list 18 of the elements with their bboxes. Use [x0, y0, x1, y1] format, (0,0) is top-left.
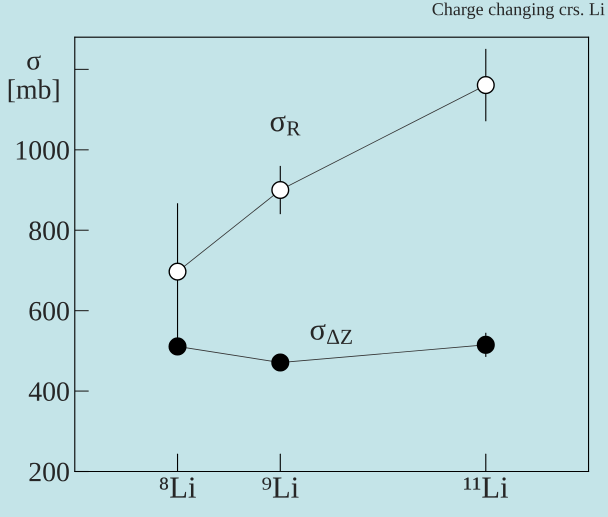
point: [476, 76, 495, 94]
point: [168, 337, 187, 356]
annotation: σ$_{ΔZ}$: [310, 324, 352, 344]
y-tick-label: 200: [29, 462, 69, 482]
x-tick-label: ⁸Li: [160, 477, 196, 498]
point: [476, 336, 495, 354]
y-tick-label: 800: [29, 221, 69, 240]
y-axis-title: σ [mb]: [8, 55, 59, 102]
point: [271, 181, 290, 200]
annotation: σ$_{R}$: [270, 116, 300, 136]
x-tick-label: ⁹Li: [262, 477, 299, 498]
point: [168, 262, 187, 281]
y-tick-label: 600: [29, 302, 69, 321]
chart-title: Charge changing crs. Li: [432, 2, 605, 20]
y-tick-label: 400: [28, 382, 69, 401]
x-tick-label: ¹¹Li: [464, 477, 508, 498]
y-tick-label: 1000: [16, 140, 69, 160]
point: [271, 354, 290, 372]
